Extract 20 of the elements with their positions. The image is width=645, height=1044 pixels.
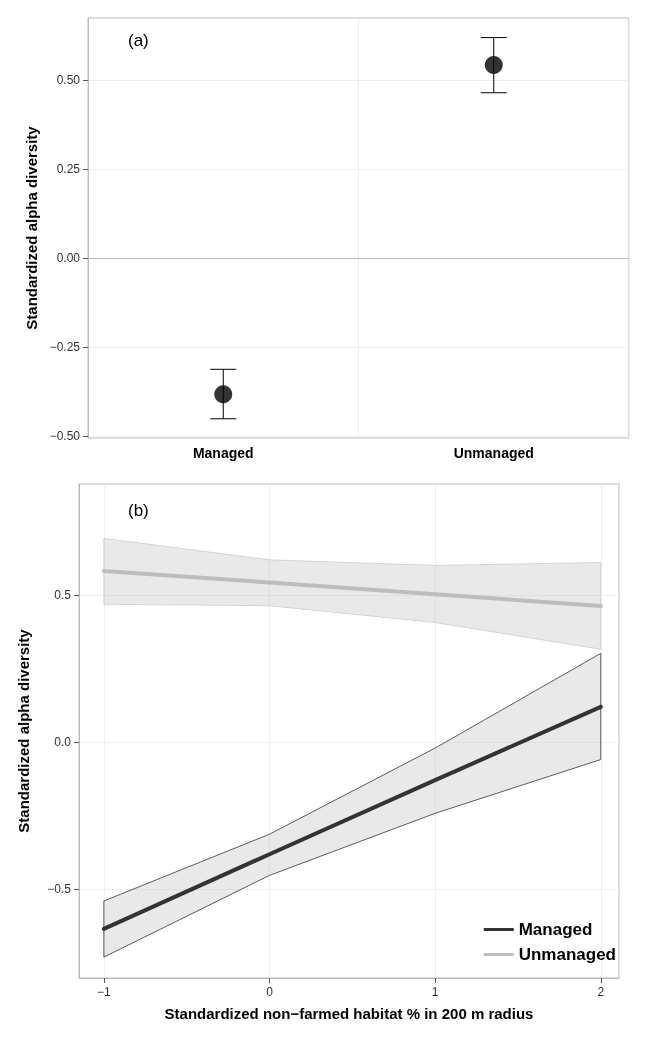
y-tick-label: −0.5 bbox=[47, 882, 72, 897]
legend-label: Unmanaged bbox=[518, 945, 616, 964]
y-tick-label: 0.25 bbox=[56, 162, 81, 177]
legend-label: Managed bbox=[518, 920, 593, 939]
y-tick-label: 0.5 bbox=[54, 588, 72, 603]
x-tick-label: −1 bbox=[97, 985, 112, 999]
y-tick-label: −0.50 bbox=[49, 429, 81, 444]
x-tick-label: 0 bbox=[266, 985, 274, 999]
x-tick-label: 2 bbox=[597, 985, 605, 999]
x-tick-label: 1 bbox=[431, 985, 439, 999]
y-tick-label: 0.0 bbox=[54, 735, 72, 750]
x-axis-title: Standardized non−farmed habitat % in 200 m radius bbox=[164, 1005, 534, 1022]
y-tick-label: −0.25 bbox=[49, 340, 81, 355]
annotation: (a) bbox=[128, 31, 149, 50]
y-axis-title: Standardized alpha diversity bbox=[15, 628, 32, 833]
y-axis-title: Standardized alpha diversity bbox=[22, 125, 40, 330]
y-tick-label: 0.00 bbox=[56, 251, 81, 266]
line-series bbox=[101, 569, 603, 609]
y-tick-label: 0.50 bbox=[56, 73, 81, 88]
annotation: (b) bbox=[128, 501, 149, 520]
